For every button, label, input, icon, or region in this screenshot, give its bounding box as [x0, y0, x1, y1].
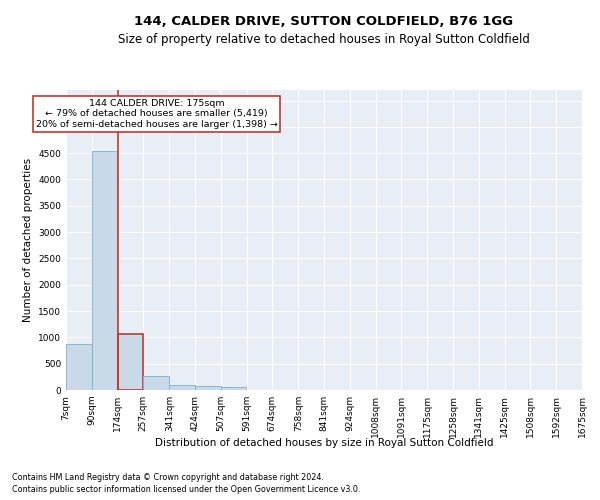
Text: Distribution of detached houses by size in Royal Sutton Coldfield: Distribution of detached houses by size … [155, 438, 493, 448]
Text: 144, CALDER DRIVE, SUTTON COLDFIELD, B76 1GG: 144, CALDER DRIVE, SUTTON COLDFIELD, B76… [134, 15, 514, 28]
Bar [118, 334, 143, 390]
Text: Contains HM Land Registry data © Crown copyright and database right 2024.: Contains HM Land Registry data © Crown c… [12, 473, 324, 482]
Bar [143, 376, 169, 390]
Text: 144 CALDER DRIVE: 175sqm
← 79% of detached houses are smaller (5,419)
20% of sem: 144 CALDER DRIVE: 175sqm ← 79% of detach… [36, 99, 278, 128]
Y-axis label: Number of detached properties: Number of detached properties [23, 158, 32, 322]
Bar [66, 344, 92, 390]
Bar [92, 150, 118, 390]
Text: Contains public sector information licensed under the Open Government Licence v3: Contains public sector information licen… [12, 486, 361, 494]
Bar [195, 386, 221, 390]
Bar [221, 388, 247, 390]
Text: Size of property relative to detached houses in Royal Sutton Coldfield: Size of property relative to detached ho… [118, 32, 530, 46]
Bar [169, 386, 195, 390]
